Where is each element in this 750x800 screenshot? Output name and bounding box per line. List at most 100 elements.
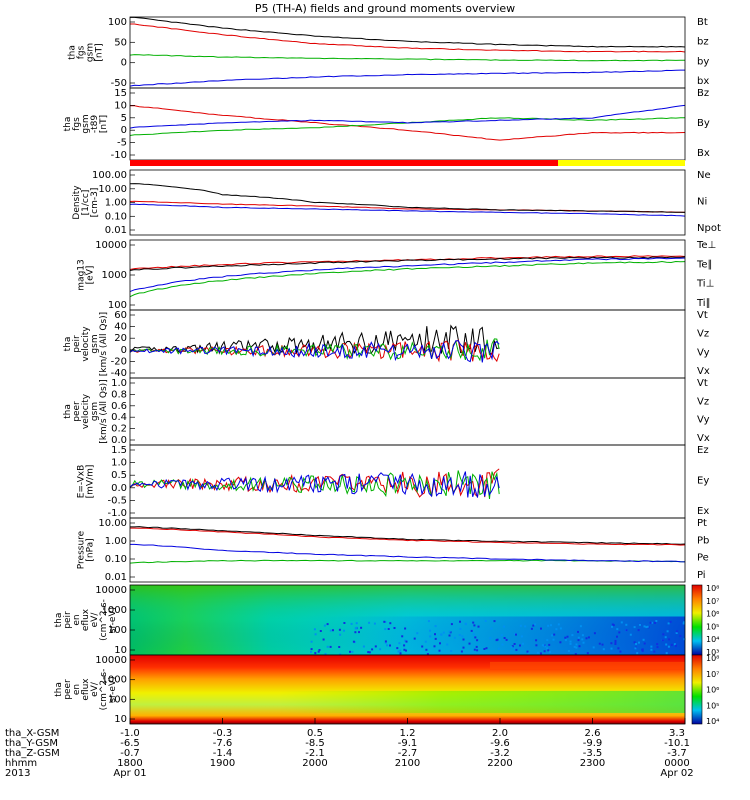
- heatmap-cell: [387, 628, 390, 630]
- y-label-line: peir: [72, 335, 82, 353]
- heatmap-cell: [585, 637, 588, 640]
- y-tick-label: 20: [114, 333, 127, 344]
- heatmap-cell: [360, 626, 363, 629]
- x-tick-value: Apr 02: [660, 768, 693, 779]
- y-label-line: eflux: [81, 678, 91, 701]
- heatmap-cell: [503, 625, 506, 628]
- legend-entry: By: [697, 118, 710, 129]
- heatmap-cell: [355, 622, 358, 625]
- x-tick-value: 0.5: [307, 728, 323, 739]
- legend-entry: Vt: [697, 310, 708, 321]
- heatmap-cell: [322, 638, 325, 641]
- legend-entry: bx: [697, 76, 709, 87]
- x-tick-value: -7.6: [213, 738, 233, 749]
- heatmap-cell: [577, 639, 580, 642]
- y-label-line: Pressure: [77, 530, 87, 569]
- y-ticks-efield: 1.5 1.00.5 0.0-0.5 -1.0: [107, 445, 135, 519]
- x-tick-value: -3.2: [490, 748, 510, 759]
- legend-fgs_dp: Bz By Bx: [697, 88, 710, 159]
- heatmap-el-band: [490, 661, 685, 669]
- heatmap-cell: [416, 632, 419, 635]
- heatmap-cell: [439, 642, 441, 645]
- heatmap-cell: [650, 645, 653, 648]
- panel-frame: [129, 239, 686, 311]
- heatmap-cell: [358, 631, 360, 634]
- heatmap-cell: [578, 645, 581, 648]
- heatmap-cell: [464, 622, 467, 625]
- heatmap-cell: [461, 635, 464, 638]
- series-line-Pi: [130, 543, 686, 563]
- y-label-line: sr-eV): [108, 607, 118, 633]
- heatmap-cell: [653, 650, 656, 653]
- x-tick-value: -1.4: [213, 748, 233, 759]
- y-tick-label: 10.00: [98, 518, 127, 529]
- heatmap-cell: [579, 625, 582, 628]
- series-line-by: [129, 54, 685, 62]
- heatmap-cell: [403, 644, 406, 647]
- y-label-line: tha: [63, 404, 73, 419]
- y-label-line: tha: [54, 613, 64, 628]
- heatmap-cell: [434, 633, 436, 636]
- heatmap-cell: [559, 641, 562, 644]
- heatmap-cell: [567, 650, 570, 652]
- heatmap-cell: [448, 630, 451, 633]
- heatmap-cell: [499, 638, 501, 641]
- heatmap-cell: [352, 640, 355, 643]
- y-label-line: fgs: [72, 117, 82, 131]
- heatmap-cell: [581, 638, 584, 641]
- legend-entry: Ez: [697, 445, 709, 456]
- heatmap-cell: [429, 635, 432, 638]
- panel-frame: [129, 87, 686, 161]
- heatmap-cell: [575, 643, 578, 646]
- heatmap-cell: [581, 634, 584, 637]
- series-line-Pt: [130, 526, 686, 545]
- y-label-line: (cm^2-s-: [99, 599, 109, 641]
- panel-pressure: 10.00 1.00 0.10 0.01 Pressure [nPa] Pt Pb Pe Pi: [77, 517, 709, 583]
- heatmap-cell: [557, 623, 560, 626]
- panel-frame: [129, 169, 686, 236]
- x-tick-value: -8.5: [305, 738, 325, 749]
- heatmap-cell: [404, 639, 407, 642]
- colorbar-label: 10⁶: [706, 686, 719, 695]
- x-tick-value: 2.0: [492, 728, 508, 739]
- x-tick-value: 3.3: [669, 728, 685, 739]
- x-tick-value: 2100: [395, 758, 420, 769]
- y-label-line: gsm: [90, 334, 100, 353]
- heatmap-cell: [526, 650, 529, 653]
- series-line-Ti⊥: [129, 257, 686, 293]
- legend-entry: Vz: [697, 396, 709, 407]
- heatmap-cell: [433, 645, 436, 648]
- heatmap-el-green: [280, 690, 685, 713]
- heatmap-cell: [602, 648, 605, 651]
- heatmap-cell: [501, 643, 504, 646]
- heatmap-cell: [656, 646, 659, 649]
- x-row-label: tha_Z-GSM: [5, 748, 60, 759]
- heatmap-cell: [513, 643, 516, 645]
- heatmap-cell: [324, 653, 327, 655]
- y-ticks-pressure: 10.00 1.00 0.10 0.01: [98, 518, 135, 583]
- colorbar-label: 10⁴: [706, 635, 719, 644]
- heatmap-cell: [384, 628, 387, 631]
- legend-entry: Ey: [697, 476, 709, 487]
- x-tick-value: -6.5: [120, 738, 140, 749]
- series-line-bx: [129, 69, 685, 87]
- heatmap-cell: [326, 623, 329, 626]
- status-bar-yellow: [558, 160, 685, 166]
- x-row-label: hhmm: [5, 758, 37, 769]
- y-tick-label: 0.01: [105, 225, 127, 236]
- heatmap-cell: [566, 635, 569, 638]
- heatmap-cell: [646, 625, 649, 628]
- heatmap-cell: [674, 644, 677, 647]
- heatmap-cell: [350, 622, 353, 625]
- heatmap-cell: [442, 631, 445, 634]
- heatmap-cell: [550, 624, 552, 627]
- y-label-line: eflux: [81, 608, 91, 631]
- heatmap-cell: [424, 640, 427, 643]
- y-label-line: [nPa]: [86, 538, 96, 561]
- legend-temp: Te⊥ Te∥ Ti⊥ Ti∥: [696, 240, 716, 309]
- y-tick-label: 40: [114, 322, 127, 333]
- y-label-fgs_dp: tha fgs gsm -t89 [nT]: [63, 114, 109, 133]
- y-tick-label: 60: [114, 310, 127, 321]
- y-tick-label: 10000: [95, 585, 127, 596]
